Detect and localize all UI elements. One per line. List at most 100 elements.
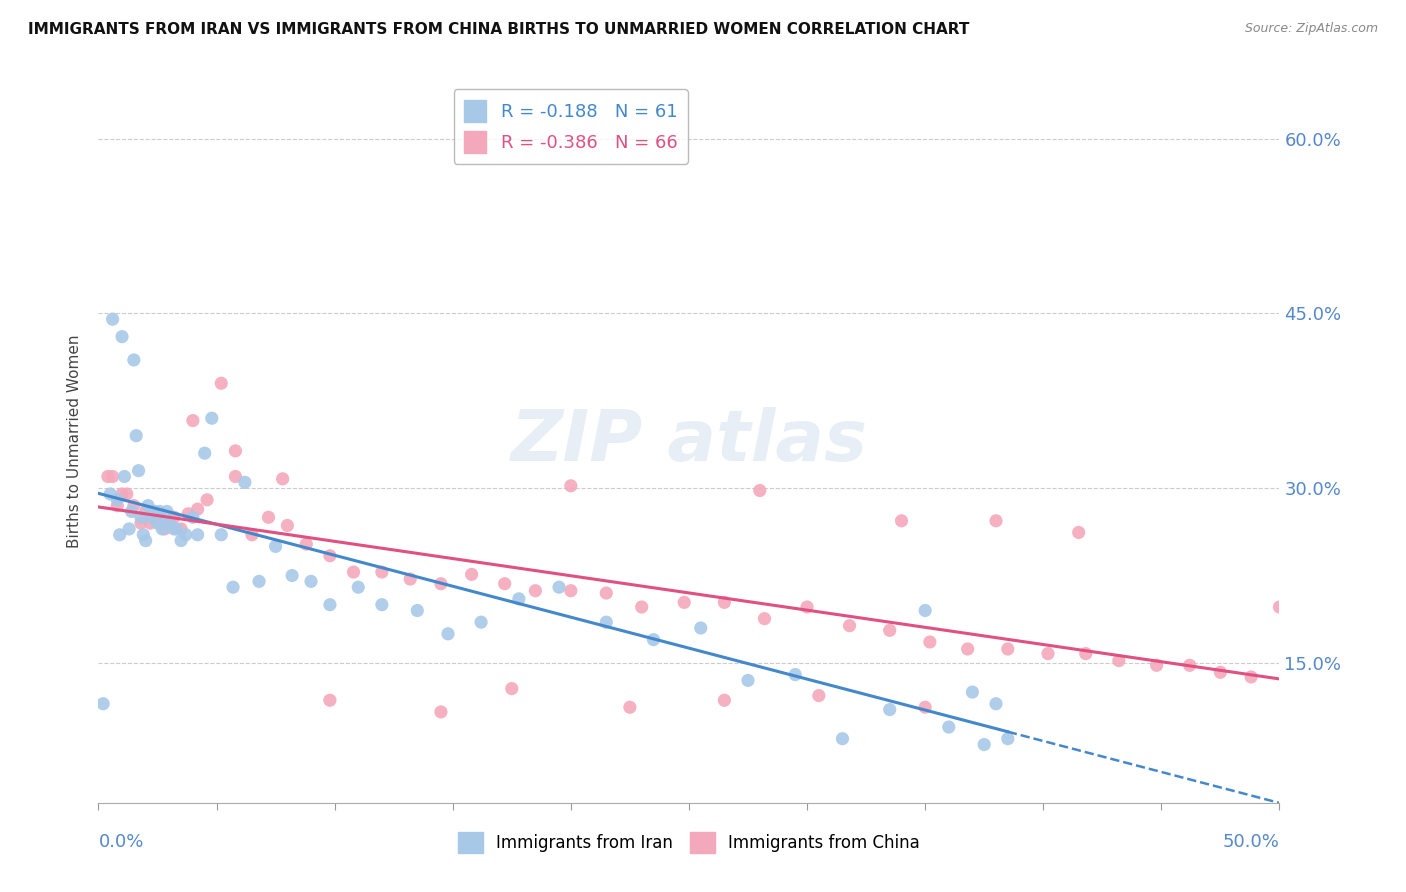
- Point: [1178, 658, 1201, 673]
- Point: [984, 514, 1007, 528]
- Point: [195, 492, 218, 507]
- Point: [142, 504, 165, 518]
- Point: [319, 693, 342, 707]
- Point: [1146, 658, 1168, 673]
- Point: [1209, 665, 1232, 680]
- Point: [194, 446, 217, 460]
- Point: [890, 514, 912, 528]
- Point: [914, 700, 936, 714]
- Point: [938, 720, 960, 734]
- Point: [187, 528, 209, 542]
- Point: [209, 528, 232, 542]
- Point: [347, 580, 370, 594]
- Point: [785, 667, 807, 681]
- Legend: Immigrants from Iran, Immigrants from China: Immigrants from Iran, Immigrants from Ch…: [451, 826, 927, 860]
- Point: [153, 522, 176, 536]
- Point: [105, 499, 128, 513]
- Point: [222, 580, 245, 594]
- Point: [240, 528, 263, 542]
- Point: [157, 516, 180, 530]
- Point: [118, 522, 141, 536]
- Point: [914, 603, 936, 617]
- Text: 50.0%: 50.0%: [1223, 833, 1279, 851]
- Point: [128, 464, 150, 478]
- Point: [135, 533, 157, 548]
- Point: [997, 731, 1019, 746]
- Point: [233, 475, 256, 490]
- Point: [264, 540, 287, 554]
- Point: [748, 483, 770, 498]
- Point: [111, 487, 134, 501]
- Point: [319, 598, 342, 612]
- Point: [737, 673, 759, 688]
- Point: [1036, 647, 1059, 661]
- Point: [1268, 600, 1291, 615]
- Point: [371, 598, 394, 612]
- Y-axis label: Births to Unmarried Women: Births to Unmarried Women: [66, 334, 82, 549]
- Text: IMMIGRANTS FROM IRAN VS IMMIGRANTS FROM CHINA BIRTHS TO UNMARRIED WOMEN CORRELAT: IMMIGRANTS FROM IRAN VS IMMIGRANTS FROM …: [28, 22, 970, 37]
- Point: [879, 702, 901, 716]
- Point: [201, 411, 224, 425]
- Point: [143, 504, 166, 518]
- Point: [146, 510, 169, 524]
- Point: [163, 510, 186, 524]
- Point: [630, 600, 652, 615]
- Point: [224, 469, 246, 483]
- Point: [673, 595, 696, 609]
- Point: [831, 731, 853, 746]
- Point: [595, 615, 617, 630]
- Point: [187, 502, 209, 516]
- Point: [1067, 525, 1090, 540]
- Point: [174, 528, 197, 542]
- Point: [153, 516, 176, 530]
- Point: [643, 632, 665, 647]
- Point: [918, 635, 941, 649]
- Point: [115, 487, 138, 501]
- Point: [342, 565, 364, 579]
- Point: [91, 697, 114, 711]
- Point: [619, 700, 641, 714]
- Point: [560, 479, 582, 493]
- Point: [689, 621, 711, 635]
- Point: [430, 705, 453, 719]
- Point: [136, 499, 159, 513]
- Point: [257, 510, 280, 524]
- Point: [132, 528, 155, 542]
- Point: [754, 612, 776, 626]
- Point: [281, 568, 304, 582]
- Point: [181, 510, 204, 524]
- Point: [224, 443, 246, 458]
- Point: [508, 591, 530, 606]
- Point: [122, 353, 145, 368]
- Point: [319, 549, 342, 563]
- Point: [111, 329, 134, 343]
- Point: [713, 693, 735, 707]
- Point: [595, 586, 617, 600]
- Point: [437, 627, 460, 641]
- Point: [101, 469, 124, 483]
- Point: [295, 537, 318, 551]
- Point: [156, 504, 179, 518]
- Point: [501, 681, 523, 696]
- Point: [548, 580, 571, 594]
- Point: [181, 413, 204, 427]
- Point: [108, 528, 131, 542]
- Point: [713, 595, 735, 609]
- Point: [146, 516, 169, 530]
- Point: [299, 574, 322, 589]
- Point: [524, 583, 547, 598]
- Point: [271, 472, 294, 486]
- Point: [135, 504, 157, 518]
- Point: [984, 697, 1007, 711]
- Point: [170, 522, 193, 536]
- Point: [149, 504, 172, 518]
- Point: [399, 572, 422, 586]
- Point: [209, 376, 232, 391]
- Point: [997, 642, 1019, 657]
- Point: [170, 533, 193, 548]
- Point: [97, 469, 120, 483]
- Point: [150, 522, 173, 536]
- Point: [129, 510, 152, 524]
- Point: [129, 516, 152, 530]
- Point: [276, 518, 298, 533]
